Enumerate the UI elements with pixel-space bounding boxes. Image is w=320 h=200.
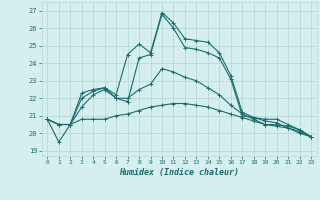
X-axis label: Humidex (Indice chaleur): Humidex (Indice chaleur) bbox=[119, 168, 239, 177]
